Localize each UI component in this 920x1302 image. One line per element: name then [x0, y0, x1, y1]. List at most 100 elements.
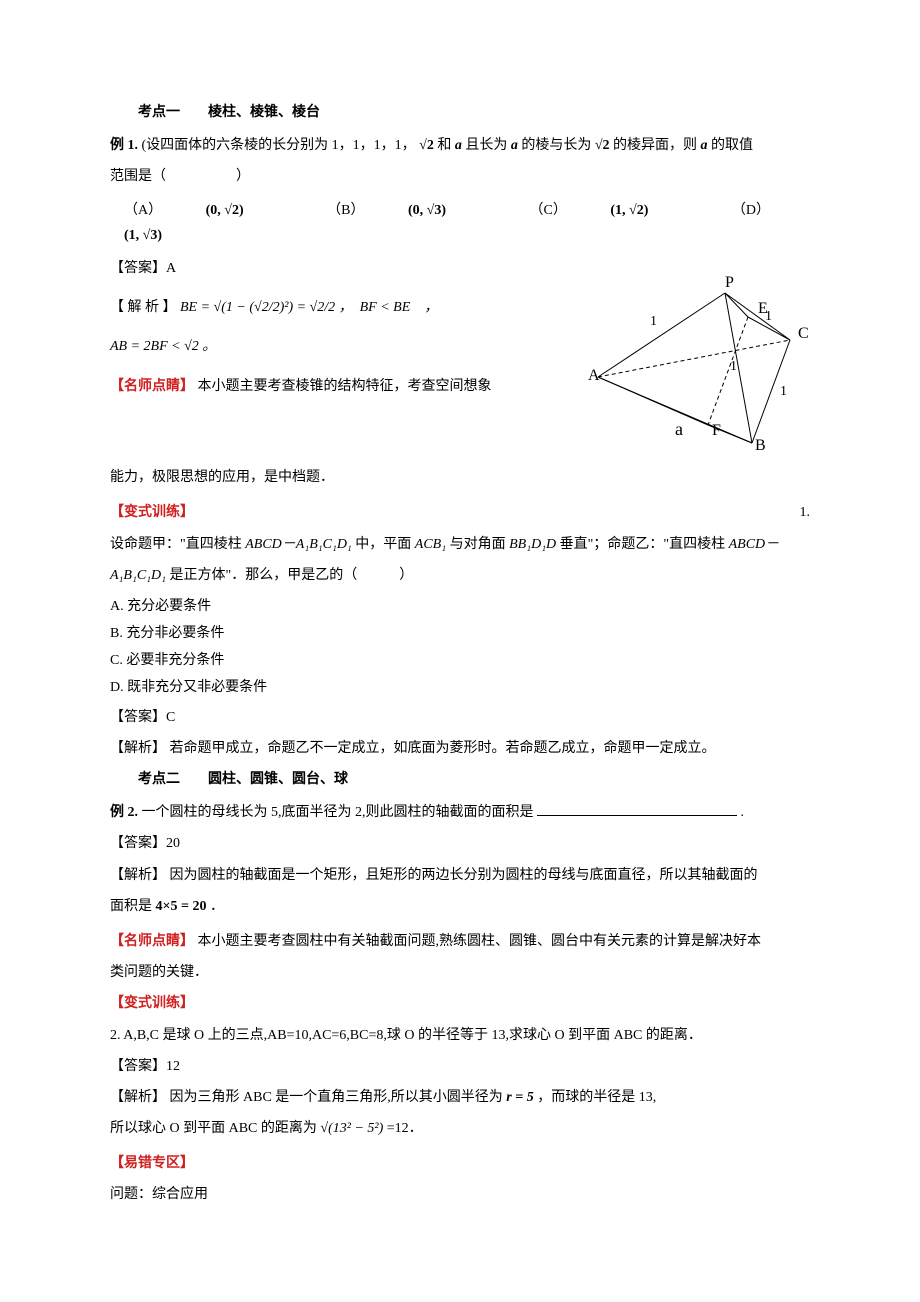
v2-r-formula: r = 5 — [506, 1090, 533, 1105]
sqrt2-a: √2 — [419, 138, 434, 153]
option-d-label: （D） — [732, 203, 770, 218]
variation-num-1: 1. — [800, 500, 811, 525]
svg-text:a: a — [675, 419, 683, 439]
variation1-choices: A. 充分必要条件 B. 充分非必要条件 C. 必要非充分条件 D. 既非充分又… — [110, 594, 810, 701]
variation2-analysis-1: 【解析】 因为三角形 ABC 是一个直角三角形,所以其小圆半径为 r = 5 ，… — [110, 1085, 810, 1110]
svg-text:1: 1 — [650, 314, 657, 329]
sqrt2-b: √2 — [595, 138, 610, 153]
choice-d: D. 既非充分又非必要条件 — [110, 675, 810, 700]
e2-formula: 4×5 = 20 — [156, 899, 207, 914]
a-var-3: a — [701, 138, 708, 153]
analysis-label: 【 解 析 】 — [110, 300, 177, 315]
example1-text-3: 且长为 — [465, 138, 511, 153]
svg-text:P: P — [725, 275, 734, 291]
e2-analysis-end: ． — [210, 899, 224, 914]
option-c: （C） (1, √2) — [530, 203, 692, 218]
example1-analysis: 1111PECAFBa 【 解 析 】 BE = √(1 − (√2/2)²) … — [110, 295, 810, 490]
formula-ab: AB = 2BF < √2 。 — [110, 339, 216, 354]
svg-text:1: 1 — [730, 359, 737, 374]
commentary-text-1a: 本小题主要考查棱锥的结构特征，考查空间想象 — [198, 379, 492, 394]
example1-text-1: (设四面体的六条棱的长分别为 1，1，1，1， — [142, 138, 416, 153]
example2-statement: 例 2. 一个圆柱的母线长为 5,底面半径为 2,则此圆柱的轴截面的面积是 . — [110, 800, 810, 825]
v2-dist-formula: √(13² − 5²) — [320, 1121, 383, 1136]
variation-label-1: 【变式训练】 — [110, 505, 194, 520]
e2-analysis-label: 【解析】 — [110, 868, 166, 883]
option-a-label: （A） — [124, 203, 162, 218]
svg-text:A: A — [588, 367, 600, 384]
commentary-text-2a: 本小题主要考查圆柱中有关轴截面问题,熟练圆柱、圆锥、圆台中有关元素的计算是解决好… — [198, 934, 762, 949]
variation1-analysis: 【解析】 若命题甲成立，命题乙不一定成立，如底面为菱形时。若命题乙成立，命题甲一… — [110, 736, 810, 761]
svg-text:F: F — [712, 422, 721, 439]
example2-end: . — [741, 805, 745, 820]
v1-l1-b: 中，平面 — [355, 537, 415, 552]
option-c-label: （C） — [530, 203, 567, 218]
example2-analysis-1: 【解析】 因为圆柱的轴截面是一个矩形，且矩形的两边长分别为圆柱的母线与底面直径，… — [110, 863, 810, 888]
formula-be: BE = √(1 − (√2/2)²) = √2/2 — [180, 300, 335, 315]
section1-title: 考点一 棱柱、棱锥、棱台 — [110, 100, 810, 125]
option-b-label: （B） — [327, 203, 364, 218]
variation-header-1: 【变式训练】 1. — [110, 500, 810, 525]
example1-label: 例 1. — [110, 138, 138, 153]
example1-text-5: 的棱异面，则 — [613, 138, 701, 153]
v1-abcd3: A₁B₁C₁D₁ — [110, 568, 166, 583]
option-d-val: (1, √3) — [124, 228, 162, 243]
commentary-label-2: 【名师点睛】 — [110, 934, 194, 949]
v2-analysis-text-4: =12． — [387, 1121, 423, 1136]
choice-a: A. 充分必要条件 — [110, 594, 810, 619]
variation2-answer: 【答案】12 — [110, 1054, 810, 1079]
commentary-label-1: 【名师点睛】 — [110, 379, 194, 394]
e2-analysis-text-2: 面积是 — [110, 899, 152, 914]
svg-text:E: E — [758, 300, 768, 317]
v1-abcd1: ABCD－A₁B₁C₁D₁ — [245, 537, 352, 552]
svg-text:B: B — [755, 437, 766, 454]
v2-analysis-text-3: 所以球心 O 到平面 ABC 的距离为 — [110, 1121, 317, 1136]
commentary-text-2b: 类问题的关键． — [110, 960, 810, 985]
variation2-text: 2. A,B,C 是球 O 上的三点,AB=10,AC=6,BC=8,球 O 的… — [110, 1023, 810, 1048]
a-var-1: a — [455, 138, 462, 153]
example1-statement: 例 1. (设四面体的六条棱的长分别为 1，1，1，1， √2 和 a 且长为 … — [110, 133, 810, 158]
v2-analysis-label: 【解析】 — [110, 1090, 166, 1105]
example1-options: （A） (0, √2) （B） (0, √3) （C） (1, √2) （D） … — [110, 198, 810, 248]
example2-label: 例 2. — [110, 805, 138, 820]
choice-c: C. 必要非充分条件 — [110, 648, 810, 673]
example2-answer: 【答案】20 — [110, 831, 810, 856]
variation1-answer: 【答案】C — [110, 705, 810, 730]
variation-label-2: 【变式训练】 — [110, 996, 194, 1011]
example1-line2: 范围是（ ） — [110, 164, 810, 189]
option-b-val: (0, √3) — [408, 203, 446, 218]
tetrahedron-svg: 1111PECAFBa — [580, 275, 810, 465]
commentary-2: 【名师点睛】 本小题主要考查圆柱中有关轴截面问题,熟练圆柱、圆锥、圆台中有关元素… — [110, 929, 810, 954]
commentary-text-1b: 能力，极限思想的应用，是中档题． — [110, 465, 810, 490]
example1-text-2: 和 — [437, 138, 455, 153]
v1-bb1d1d: BB₁D₁D — [509, 537, 556, 552]
option-c-val: (1, √2) — [610, 203, 648, 218]
v1-l1-a: 设命题甲："直四棱柱 — [110, 537, 245, 552]
formula-bf: ， BF < BE ， — [339, 300, 439, 315]
variation-label-2-wrap: 【变式训练】 — [110, 991, 810, 1016]
svg-text:1: 1 — [780, 384, 787, 399]
v1-abcd2: ABCD－ — [729, 537, 780, 552]
error-zone-label-wrap: 【易错专区】 — [110, 1151, 810, 1176]
option-b: （B） (0, √3) — [327, 203, 489, 218]
error-zone-subtitle: 问题：综合应用 — [110, 1182, 810, 1207]
option-a-val: (0, √2) — [206, 203, 244, 218]
variation1-line1: 设命题甲："直四棱柱 ABCD－A₁B₁C₁D₁ 中，平面 ACB₁ 与对角面 … — [110, 532, 810, 557]
choice-b: B. 充分非必要条件 — [110, 621, 810, 646]
v1-acb1: ACB₁ — [415, 537, 446, 552]
example2-text: 一个圆柱的母线长为 5,底面半径为 2,则此圆柱的轴截面的面积是 — [142, 805, 534, 820]
v2-analysis-text-1: 因为三角形 ABC 是一个直角三角形,所以其小圆半径为 — [170, 1090, 503, 1105]
v1-analysis-text: 若命题甲成立，命题乙不一定成立，如底面为菱形时。若命题乙成立，命题甲一定成立。 — [170, 741, 716, 756]
example1-text-4: 的棱与长为 — [521, 138, 595, 153]
e2-analysis-text-1: 因为圆柱的轴截面是一个矩形，且矩形的两边长分别为圆柱的母线与底面直径，所以其轴截… — [170, 868, 758, 883]
blank-underline — [537, 802, 737, 816]
v1-l1-d: 垂直"；命题乙："直四棱柱 — [560, 537, 729, 552]
variation2-analysis-2: 所以球心 O 到平面 ABC 的距离为 √(13² − 5²) =12． — [110, 1116, 810, 1141]
variation1-line2: A₁B₁C₁D₁ 是正方体"．那么，甲是乙的（ ） — [110, 563, 810, 588]
v1-l2: 是正方体"．那么，甲是乙的（ ） — [170, 568, 414, 583]
v2-analysis-text-2: ，而球的半径是 13, — [537, 1090, 656, 1105]
svg-text:C: C — [798, 325, 809, 342]
a-var-2: a — [511, 138, 518, 153]
tetrahedron-diagram: 1111PECAFBa — [580, 275, 810, 465]
option-a: （A） (0, √2) — [124, 203, 287, 218]
example2-analysis-2: 面积是 4×5 = 20 ． — [110, 894, 810, 919]
